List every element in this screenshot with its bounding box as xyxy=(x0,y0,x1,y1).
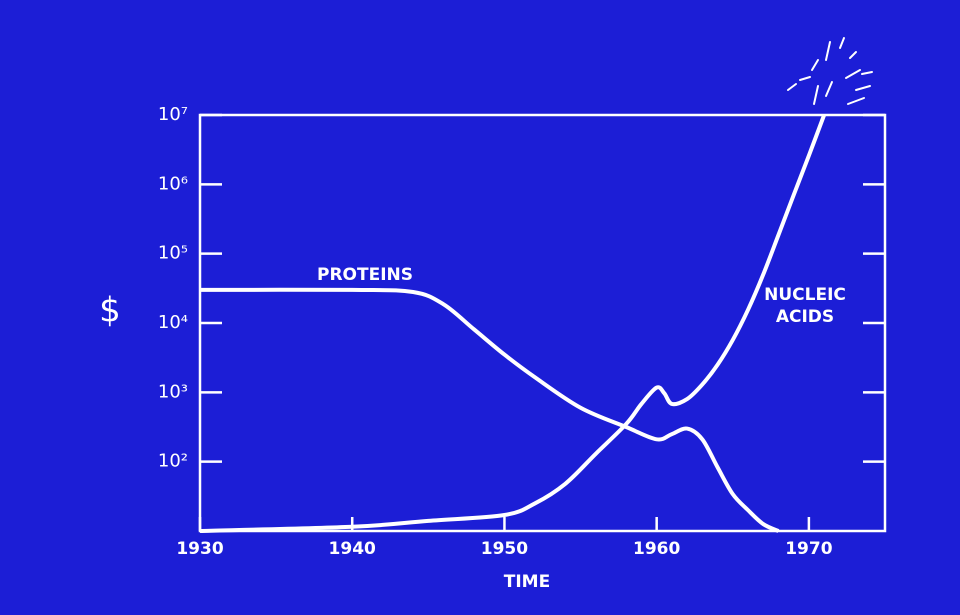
series-label: PROTEINS xyxy=(300,264,430,286)
x-tick-label: 1940 xyxy=(329,539,376,559)
x-tick-label: 1960 xyxy=(633,539,680,559)
series-label: NUCLEIC ACIDS xyxy=(745,284,865,328)
y-axis-label: $ xyxy=(99,291,121,331)
x-tick-label: 1930 xyxy=(176,539,223,559)
x-tick-label: 1950 xyxy=(481,539,528,559)
x-axis-label: TIME xyxy=(504,572,550,592)
y-tick-label: 10⁶ xyxy=(158,173,188,194)
chart-page: $ TIME 1930 1940 1950 1960 1970 10² 10³ 10⁴ 10⁵ 1… xyxy=(0,0,960,615)
y-tick-label: 10⁵ xyxy=(158,243,188,264)
y-tick-label: 10⁷ xyxy=(158,104,188,125)
x-tick-label: 1970 xyxy=(785,539,832,559)
y-tick-label: 10⁴ xyxy=(158,312,188,333)
y-tick-label: 10³ xyxy=(158,381,188,402)
y-tick-label: 10² xyxy=(158,451,188,472)
